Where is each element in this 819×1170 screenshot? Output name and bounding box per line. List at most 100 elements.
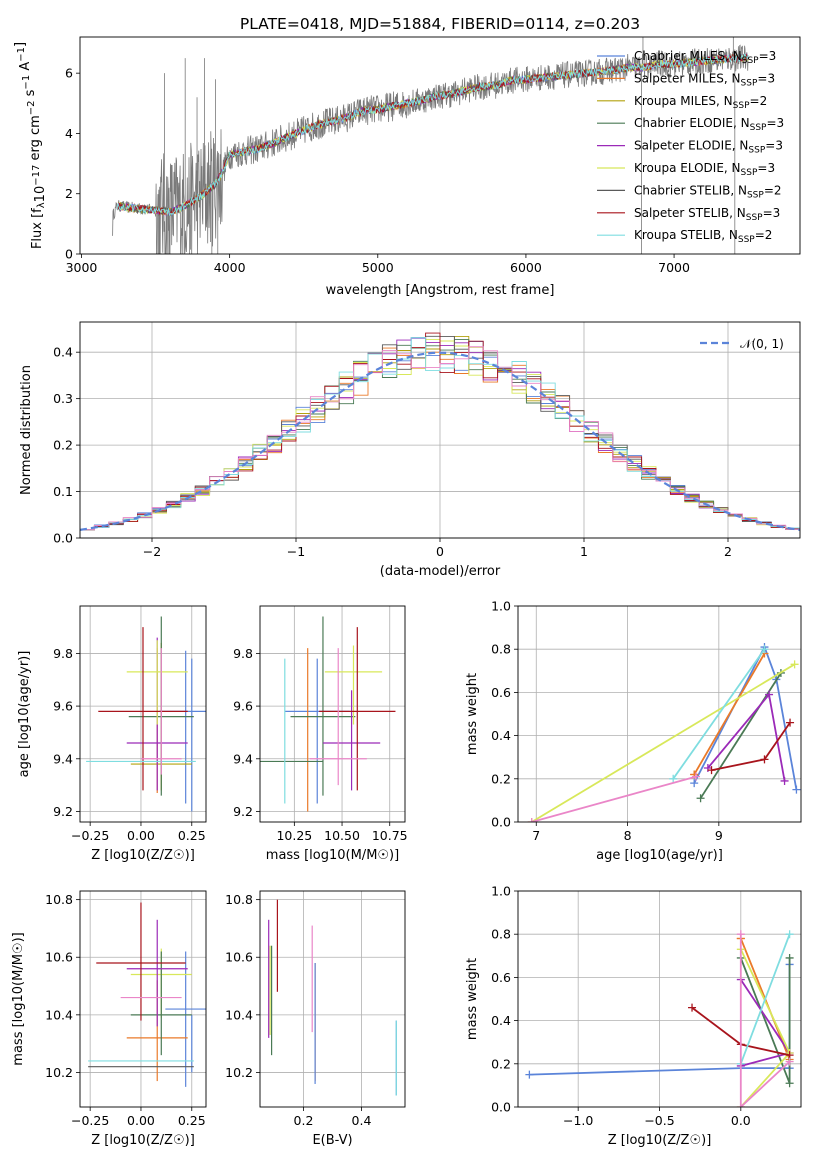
weight-marker (707, 766, 716, 775)
spectrum-panel: 3000 4000 5000 6000 7000 0 2 4 6 wavelength [Angs… (13, 36, 801, 298)
y-tick-label: 10.8 (45, 892, 73, 907)
x-tick-label: 0.00 (127, 1113, 155, 1128)
weight-marker (785, 1079, 794, 1088)
x-tick-label: 0.0 (731, 1113, 751, 1128)
y-tick-label: 10.2 (45, 1065, 73, 1080)
y-axis-label: mass weight (465, 673, 480, 755)
weight-marker (760, 755, 769, 764)
x-tick-label: −0.25 (71, 1113, 109, 1128)
x-tick-label: 4000 (214, 260, 246, 275)
weight-marker (527, 818, 536, 822)
axes-frame (517, 890, 802, 1108)
weight-marker (785, 1057, 794, 1066)
weight-marker (790, 660, 799, 669)
y-tick-label: 0.8 (491, 927, 511, 942)
normal-curve (80, 351, 800, 531)
y-tick-label: 9.4 (53, 751, 73, 766)
y-tick-label: 10.4 (225, 1007, 253, 1022)
y-tick-label: 0.6 (491, 970, 511, 985)
y-tick-label: 10.4 (45, 1007, 73, 1022)
x-axis-label: Z [log10(Z/Z☉)] (91, 848, 195, 863)
x-axis-label: Z [log10(Z/Z☉)] (91, 1133, 195, 1148)
y-tick-label: 0.0 (491, 815, 511, 830)
x-tick-label: 6000 (510, 260, 542, 275)
weight-lines-area (527, 643, 801, 822)
y-tick-label: 9.2 (53, 804, 73, 819)
figure-title: PLATE=0418, MJD=51884, FIBERID=0114, z=0… (240, 15, 640, 33)
weight-vs-age-panel: 7 8 9 0.0 0.2 0.4 0.6 0.8 1.0 age [log10(age/yr)]… (465, 599, 802, 863)
weight-marker (736, 1103, 745, 1107)
axes-frame (79, 605, 207, 823)
axes-frame (259, 890, 406, 1108)
x-tick-label: 0.25 (178, 1113, 206, 1128)
y-tick-label: 0.2 (53, 438, 73, 453)
y-axis-label: mass [log10(M/M☉)] (11, 932, 26, 1065)
errorbar-area (88, 902, 206, 1087)
x-tick-label: 7000 (658, 260, 690, 275)
x-tick-label: 10.25 (276, 828, 312, 843)
x-axis-label: E(B-V) (312, 1133, 352, 1148)
y-tick-label: 0.4 (491, 728, 511, 743)
weight-marker (765, 690, 774, 699)
weight-marker (792, 785, 801, 794)
y-tick-label: 9.2 (233, 804, 253, 819)
x-tick-label: 8 (624, 828, 632, 843)
weight-marker (760, 645, 769, 654)
y-tick-label: 0.0 (491, 1100, 511, 1115)
y-tick-label: 4 (65, 126, 73, 141)
x-axis-label: age [log10(age/yr)] (596, 848, 723, 863)
weight-marker (780, 776, 789, 785)
y-tick-label: 10.8 (225, 892, 253, 907)
x-tick-label: 1 (580, 544, 588, 559)
histogram-area (80, 332, 800, 531)
weight-marker (786, 718, 795, 727)
y-tick-label: 10.2 (225, 1065, 253, 1080)
weight-marker (736, 930, 745, 939)
y-tick-label: 0.2 (491, 771, 511, 786)
y-tick-label: 0.8 (491, 642, 511, 657)
legend-entry: 𝒩(0, 1) (740, 337, 784, 351)
weight-marker (785, 930, 794, 939)
weight-series-line (672, 648, 766, 780)
y-tick-label: 0.6 (491, 685, 511, 700)
y-tick-label: 0.1 (53, 484, 73, 499)
errorbar-area (260, 616, 396, 812)
age-vs-metallicity-panel: −0.25 0.00 0.25 9.2 9.4 9.6 9.8 Z [log10(Z/Z☉)]… (17, 605, 207, 863)
legend-entry: Kroupa MILES, NSSP=2 (634, 94, 767, 111)
y-tick-label: 6 (65, 66, 73, 81)
weight-marker (696, 794, 705, 803)
x-tick-label: 0.00 (127, 828, 155, 843)
weight-marker (688, 1003, 697, 1012)
weight-series-line (739, 934, 791, 1107)
legend-entry: Kroupa STELIB, NSSP=2 (634, 228, 772, 245)
spectrum-legend: Chabrier MILES, NSSP=3 Salpeter MILES, NS… (597, 49, 784, 245)
x-tick-label: −2 (143, 544, 161, 559)
x-tick-label: −1.0 (563, 1113, 593, 1128)
x-tick-label: 10.75 (372, 828, 408, 843)
observed-spectrum-line (112, 44, 749, 254)
errorbar-area (268, 899, 397, 1096)
legend-entry: Salpeter MILES, NSSP=3 (634, 71, 775, 88)
weight-series-line (739, 933, 791, 1065)
weight-series-line (699, 672, 782, 799)
y-tick-label: 9.8 (233, 646, 253, 661)
x-tick-label: 10.50 (324, 828, 360, 843)
x-axis-label: mass [log10(M/M☉)] (266, 848, 399, 863)
weight-series-line (531, 775, 697, 822)
legend-entry: Kroupa ELODIE, NSSP=3 (634, 161, 775, 178)
y-tick-label: 0.3 (53, 391, 73, 406)
x-tick-label: 9 (715, 828, 723, 843)
errorbar-area (86, 616, 206, 812)
weight-vs-metallicity-panel: −1.0 −0.5 0.0 0.0 0.2 0.4 0.6 0.8 1.0 Z [log10(Z/… (465, 884, 802, 1148)
y-tick-label: 0.2 (491, 1056, 511, 1071)
residual-histogram-series (80, 332, 800, 531)
x-tick-label: 3000 (66, 260, 98, 275)
x-tick-label: 0.25 (178, 828, 206, 843)
legend-entry: Chabrier STELIB, NSSP=2 (634, 183, 782, 200)
x-tick-label: −0.5 (644, 1113, 674, 1128)
axes-frame (259, 605, 406, 823)
weight-marker (785, 953, 794, 962)
x-tick-label: 5000 (362, 260, 394, 275)
weight-marker (690, 779, 699, 788)
